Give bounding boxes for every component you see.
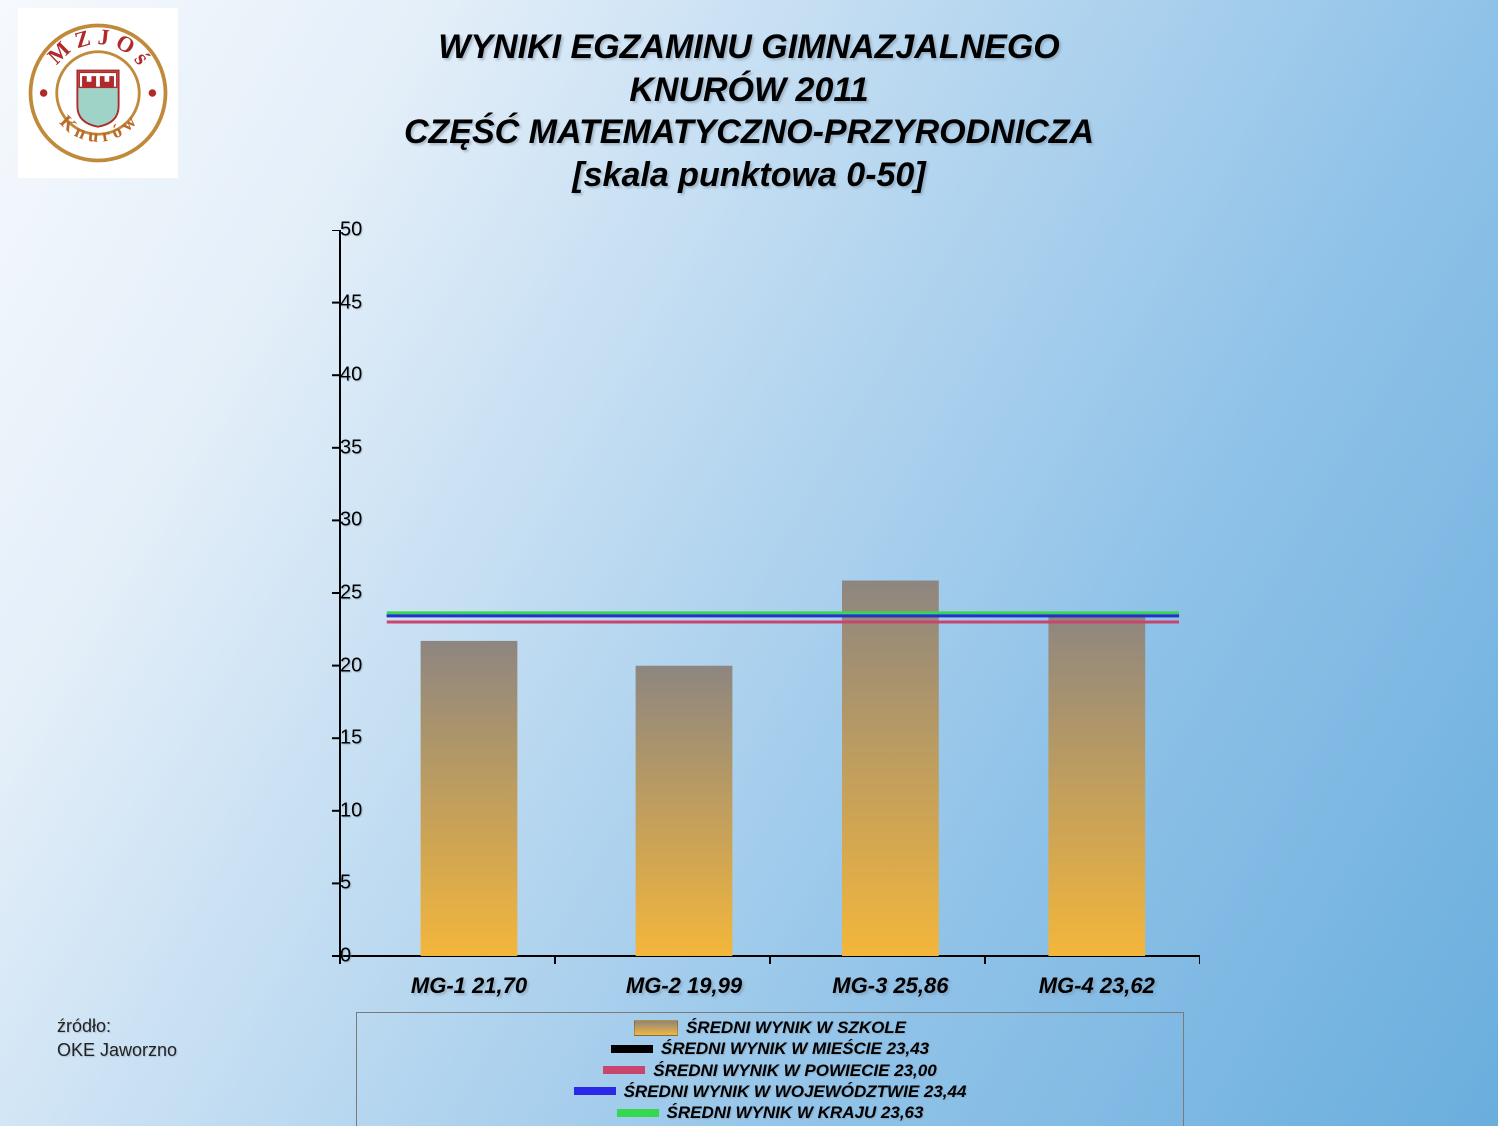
legend-swatch-line xyxy=(611,1045,653,1053)
page-root: M Z J O ś K n u r ó w WYNIKI EGZAMINU GI… xyxy=(0,0,1498,1126)
legend-label: ŚREDNI WYNIK W MIEŚCIE 23,43 xyxy=(661,1038,929,1059)
legend-item: ŚREDNI WYNIK W SZKOLE xyxy=(367,1017,1173,1038)
legend-label: ŚREDNI WYNIK W KRAJU 23,63 xyxy=(667,1102,924,1123)
x-axis-category-label: MG-2 19,99 xyxy=(626,973,742,999)
title-line-4: [skala punktowa 0-50] xyxy=(0,154,1498,197)
bar xyxy=(636,666,733,956)
legend-item: ŚREDNI WYNIK W MIEŚCIE 23,43 xyxy=(367,1038,1173,1059)
legend-label: ŚREDNI WYNIK W WOJEWÓDZTWIE 23,44 xyxy=(624,1081,967,1102)
legend: ŚREDNI WYNIK W SZKOLEŚREDNI WYNIK W MIEŚ… xyxy=(356,1012,1184,1126)
legend-item: ŚREDNI WYNIK W KRAJU 23,63 xyxy=(367,1102,1173,1123)
legend-swatch-bar xyxy=(634,1020,678,1036)
bar xyxy=(842,581,939,956)
source-citation: źródło: OKE Jaworzno xyxy=(57,1014,177,1063)
title-line-1: WYNIKI EGZAMINU GIMNAZJALNEGO xyxy=(0,26,1498,69)
legend-label: ŚREDNI WYNIK W SZKOLE xyxy=(686,1017,906,1038)
legend-swatch-line xyxy=(617,1109,659,1117)
x-axis-category-label: MG-4 23,62 xyxy=(1039,973,1155,999)
x-axis-category-label: MG-1 21,70 xyxy=(411,973,527,999)
bar-chart: 05101520253035404550 xyxy=(300,230,1200,970)
bar-chart-svg xyxy=(300,230,1200,970)
legend-label: ŚREDNI WYNIK W POWIECIE 23,00 xyxy=(653,1060,936,1081)
title-line-3: CZĘŚĆ MATEMATYCZNO-PRZYRODNICZA xyxy=(0,111,1498,154)
legend-item: ŚREDNI WYNIK W WOJEWÓDZTWIE 23,44 xyxy=(367,1081,1173,1102)
x-axis-category-label: MG-3 25,86 xyxy=(832,973,948,999)
x-axis-labels: MG-1 21,70 MG-2 19,99 MG-3 25,86 MG-4 23,62 xyxy=(300,973,1200,1007)
legend-item: ŚREDNI WYNIK W POWIECIE 23,00 xyxy=(367,1060,1173,1081)
legend-swatch-line xyxy=(603,1066,645,1074)
bar xyxy=(421,641,518,956)
bar xyxy=(1048,613,1145,956)
source-line-1: źródło: xyxy=(57,1014,177,1038)
title-line-2: KNURÓW 2011 xyxy=(0,69,1498,112)
source-line-2: OKE Jaworzno xyxy=(57,1038,177,1062)
chart-title: WYNIKI EGZAMINU GIMNAZJALNEGO KNURÓW 201… xyxy=(0,26,1498,196)
legend-swatch-line xyxy=(574,1087,616,1095)
